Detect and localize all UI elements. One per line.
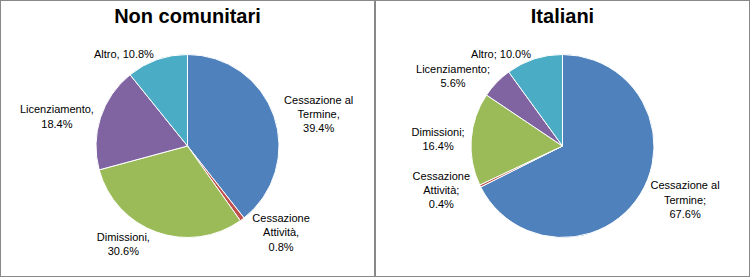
svg-text:Non comunitari: Non comunitari: [114, 5, 261, 27]
svg-text:CessazioneAttività,0.8%: CessazioneAttività,0.8%: [252, 212, 309, 253]
svg-text:CessazioneAttività;0.4%: CessazioneAttività;0.4%: [413, 170, 470, 211]
svg-text:Cessazione alTermine;67.6%: Cessazione alTermine;67.6%: [651, 179, 720, 220]
svg-text:Dimissioni;16.4%: Dimissioni;16.4%: [411, 126, 464, 152]
svg-text:Licenziamento,18.4%: Licenziamento,18.4%: [20, 103, 94, 129]
svg-text:Licenziamento;5.6%: Licenziamento;5.6%: [416, 63, 490, 89]
svg-text:Altro, 10.8%: Altro, 10.8%: [94, 48, 154, 60]
svg-text:Dimissioni,30.6%: Dimissioni,30.6%: [97, 231, 150, 257]
svg-text:Italiani: Italiani: [531, 5, 594, 27]
svg-text:Altro; 10.0%: Altro; 10.0%: [471, 48, 531, 60]
svg-text:Cessazione alTermine,39.4%: Cessazione alTermine,39.4%: [284, 94, 353, 135]
